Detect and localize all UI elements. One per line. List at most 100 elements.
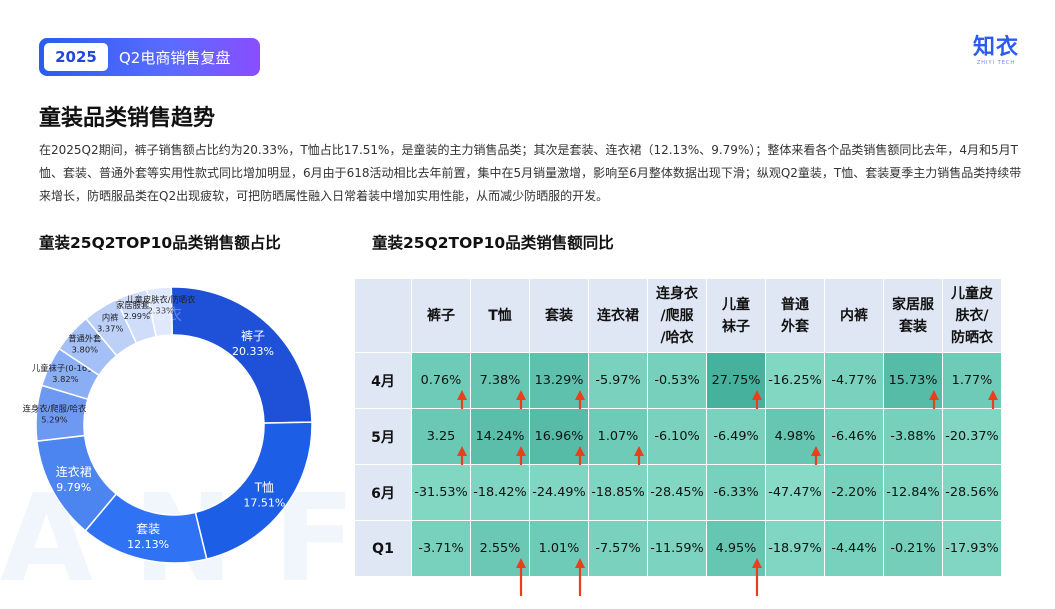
- donut-label-6: 普通外套: [68, 334, 102, 344]
- table-cell: -20.37%: [942, 408, 1002, 465]
- donut-label-1: T恤: [254, 480, 274, 494]
- table-col-header-line: 儿童皮: [951, 285, 993, 302]
- table-cell: -17.93%: [942, 520, 1002, 577]
- table-row-header: 6月: [354, 464, 412, 521]
- table-cell-value: -12.84%: [886, 485, 940, 500]
- table-cell: -47.47%: [765, 464, 825, 521]
- table-cell-value: 16.96%: [534, 429, 584, 444]
- table-cell: 15.73%: [883, 352, 943, 428]
- logo-mark: 知衣: [972, 35, 1019, 60]
- table-cell: 1.77%: [942, 352, 1002, 428]
- table-cell-value: -6.10%: [654, 429, 700, 444]
- table-row: 6月 -31.53% -18.42% -24.49% -18.85% -28.45% -6.…: [354, 464, 1002, 521]
- donut-pct-9: 2.33%: [148, 306, 174, 316]
- table-cell: 27.75%: [706, 352, 766, 428]
- donut-label-0: 裤子: [241, 329, 265, 343]
- table-cell: -2.20%: [824, 464, 884, 521]
- donut-label-2: 套装: [136, 522, 160, 536]
- donut-slice-9: [145, 286, 173, 338]
- table-col-header-line: 连身衣: [656, 285, 698, 302]
- table-cell: -31.53%: [411, 464, 471, 521]
- logo-subtitle: ZHIYI TECH: [976, 60, 1016, 66]
- up-arrow-icon: [575, 558, 585, 596]
- table-cell-value: 1.01%: [538, 541, 580, 556]
- table-cell-value: -6.33%: [713, 485, 759, 500]
- table-col-header-line: 内裤: [840, 307, 868, 324]
- table-cell-value: 3.25: [426, 429, 456, 444]
- donut-slice-1: [194, 421, 313, 560]
- table-cell: -7.57%: [588, 520, 648, 577]
- table-cell: 2.55%: [470, 520, 530, 596]
- table-cell-value: 2.55%: [479, 541, 521, 556]
- table-cell-value: 1.07%: [597, 429, 639, 444]
- table-cell: 3.25: [411, 408, 471, 484]
- up-arrow-icon: [516, 558, 526, 596]
- table-col-header-line: 家居服: [892, 296, 934, 313]
- donut-watermark: 知衣: [150, 305, 182, 324]
- donut-chart-title: 童装25Q2TOP10品类销售额占比: [39, 234, 281, 252]
- table-cell: -3.88%: [883, 408, 943, 465]
- table-row: 5月 3.25 14.24% 16.96% 1.07% -6.10% -6.49% 4.98%…: [354, 408, 1002, 484]
- table-cell-value: -47.47%: [768, 485, 822, 500]
- table-cell-value: -11.59%: [650, 541, 704, 556]
- table-col-header: 套装: [529, 278, 589, 353]
- table-col-header-line: 套装: [545, 307, 573, 324]
- table-col-header: T恤: [470, 278, 530, 353]
- table-cell: 4.95%: [706, 520, 766, 596]
- table-cell: 13.29%: [529, 352, 589, 428]
- donut-chart: 裤子 20.33% T恤 17.51% 套装 12.13% 连衣裙 9.79% 连身衣/爬服/哈…: [23, 286, 313, 564]
- table-col-header-line: 连衣裙: [597, 307, 639, 324]
- donut-pct-4: 5.29%: [41, 415, 67, 425]
- table-cell: 1.01%: [529, 520, 589, 596]
- table-cell: -18.85%: [588, 464, 648, 521]
- table-cell-value: -18.42%: [473, 485, 527, 500]
- table-cell-value: 27.75%: [711, 373, 761, 388]
- donut-label-4: 连身衣/爬服/哈衣: [23, 404, 87, 414]
- table-cell: 7.38%: [470, 352, 530, 428]
- table-cell-value: -28.45%: [650, 485, 704, 500]
- table-col-header: 连衣裙: [588, 278, 648, 353]
- table-cell-value: -6.46%: [831, 429, 877, 444]
- yoy-table: 裤子 T恤 套装 连衣裙 连身衣/爬服/哈衣 儿童 袜子 普通 外套 内裤 家居服 套装 儿童皮 肤衣/防…: [354, 278, 1002, 596]
- donut-pct-1: 17.51%: [243, 496, 285, 509]
- table-cell-value: -6.49%: [713, 429, 759, 444]
- table-cell-value: -4.77%: [831, 373, 877, 388]
- table-col-header-line: 肤衣/: [955, 307, 989, 324]
- table-cell-value: 1.77%: [951, 373, 993, 388]
- table-cell: -5.97%: [588, 352, 648, 409]
- table-cell-value: -18.97%: [768, 541, 822, 556]
- table-col-header-line: T恤: [488, 307, 512, 324]
- table-cell-value: -2.20%: [831, 485, 877, 500]
- brand-logo: 知衣 ZHIYI TECH: [966, 35, 1026, 67]
- table-cell: -0.21%: [883, 520, 943, 577]
- table-cell: -24.49%: [529, 464, 589, 521]
- table-cell: 16.96%: [529, 408, 589, 484]
- donut-pct-3: 9.79%: [56, 481, 91, 494]
- table-cell: -28.56%: [942, 464, 1002, 521]
- table-cell: -28.45%: [647, 464, 707, 521]
- table-cell: -4.77%: [824, 352, 884, 409]
- donut-slice-0: [170, 286, 313, 424]
- table-col-header-line: 袜子: [722, 318, 750, 335]
- table-cell: -6.49%: [706, 408, 766, 465]
- table-corner: [354, 278, 412, 353]
- table-col-header-line: /哈衣: [660, 329, 694, 346]
- donut-pct-2: 12.13%: [127, 538, 169, 551]
- table-col-header-line: 儿童: [722, 296, 750, 313]
- table-cell-value: -28.56%: [945, 485, 999, 500]
- table-row-header: Q1: [354, 520, 412, 577]
- table-cell-value: 4.98%: [774, 429, 816, 444]
- table-cell: -4.44%: [824, 520, 884, 577]
- table-cell-value: -0.53%: [654, 373, 700, 388]
- table-row-header: 4月: [354, 352, 412, 409]
- table-cell-value: -17.93%: [945, 541, 999, 556]
- table-cell: -18.97%: [765, 520, 825, 577]
- table-cell-value: 0.76%: [420, 373, 462, 388]
- table-cell: 1.07%: [588, 408, 648, 484]
- table-row-header: 5月: [354, 408, 412, 465]
- table-cell: 4.98%: [765, 408, 825, 484]
- table-col-header-line: 裤子: [427, 307, 455, 324]
- table-cell: 0.76%: [411, 352, 471, 428]
- donut-pct-6: 3.80%: [72, 345, 98, 355]
- table-cell: -0.53%: [647, 352, 707, 409]
